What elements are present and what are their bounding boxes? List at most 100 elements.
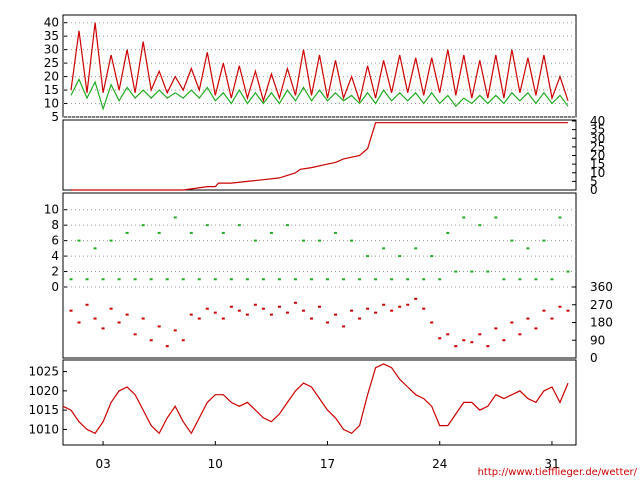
wind-direction-point bbox=[69, 309, 73, 312]
pressure-ytick-label: 1020 bbox=[28, 384, 59, 398]
wind-direction-ytick-label: 270 bbox=[590, 298, 613, 312]
wind-speed-ytick-label: 10 bbox=[44, 203, 59, 217]
wind-speed-ytick-label: 2 bbox=[51, 265, 59, 279]
wind-direction-point bbox=[566, 309, 570, 312]
credit-url[interactable]: http://www.tiefflieger.de/wetter/ bbox=[477, 467, 637, 478]
wind-direction-point bbox=[149, 339, 153, 342]
wind-direction-point bbox=[125, 313, 129, 316]
wind-speed-point bbox=[462, 216, 466, 219]
wind-direction-point bbox=[382, 303, 386, 306]
temperature-ytick-label: 40 bbox=[44, 16, 59, 30]
wind-direction-point bbox=[462, 339, 466, 342]
wind-direction-ytick-label: 180 bbox=[590, 316, 613, 330]
wind-speed-point bbox=[550, 278, 554, 281]
rain-ytick-label: 15 bbox=[590, 157, 605, 171]
wind-direction-point bbox=[93, 317, 97, 320]
wind-speed-point bbox=[269, 231, 273, 234]
wind-direction-point bbox=[414, 297, 418, 300]
temperature-ytick-label: 20 bbox=[44, 70, 59, 84]
wind-speed-ytick-label: 4 bbox=[51, 249, 59, 263]
wind-direction-point bbox=[165, 345, 169, 348]
wind-direction-point bbox=[101, 327, 105, 330]
wind-direction-point bbox=[173, 329, 177, 332]
wind-speed-point bbox=[245, 278, 249, 281]
wind-speed-point bbox=[446, 231, 450, 234]
wind-direction-point bbox=[109, 307, 113, 310]
wind-direction-point bbox=[213, 311, 217, 314]
wind-speed-point bbox=[221, 231, 225, 234]
x-tick-label: 24 bbox=[432, 457, 447, 471]
rain-ytick-label: 20 bbox=[590, 149, 605, 163]
wind-speed-point bbox=[414, 247, 418, 250]
temperature-series-line bbox=[70, 77, 569, 111]
wind-direction-point bbox=[422, 307, 426, 310]
wind-direction-point bbox=[309, 317, 313, 320]
wind-direction-ytick-label: 0 bbox=[590, 351, 598, 365]
wind-direction-point bbox=[542, 309, 546, 312]
wind-direction-point bbox=[245, 313, 249, 316]
wind-speed-point bbox=[197, 278, 201, 281]
wind-speed-point bbox=[318, 239, 321, 242]
x-tick-label: 31 bbox=[544, 457, 559, 471]
wind-speed-point bbox=[237, 224, 241, 227]
wind-direction-point bbox=[430, 321, 434, 324]
wind-speed-point bbox=[518, 278, 522, 281]
wind-direction-point bbox=[334, 313, 338, 316]
wind-speed-point bbox=[293, 278, 297, 281]
wind-direction-point bbox=[301, 309, 305, 312]
wind-speed-point bbox=[526, 247, 530, 250]
wind-speed-point bbox=[366, 255, 370, 258]
pressure-frame bbox=[62, 359, 577, 446]
wind-speed-point bbox=[510, 239, 514, 242]
temperature-ytick-label: 10 bbox=[44, 97, 59, 111]
wind-speed-point bbox=[470, 270, 474, 273]
rain-ytick-label: 0 bbox=[590, 183, 598, 197]
wind-speed-point bbox=[494, 216, 498, 219]
wind-direction-point bbox=[358, 317, 362, 320]
wind-speed-point bbox=[558, 216, 562, 219]
wind-direction-point bbox=[253, 303, 257, 306]
wind-speed-point bbox=[422, 278, 426, 281]
wind-speed-point bbox=[109, 239, 113, 242]
wind-speed-point bbox=[390, 278, 394, 281]
x-tick-label: 17 bbox=[320, 457, 335, 471]
wind-direction-point bbox=[189, 313, 193, 316]
pressure-ytick-label: 1015 bbox=[28, 403, 59, 417]
rain-ytick-label: 35 bbox=[590, 123, 605, 137]
wind-speed-point bbox=[117, 278, 121, 281]
wind-speed-point bbox=[101, 278, 105, 281]
rain-series-line bbox=[71, 122, 568, 191]
wind-speed-point bbox=[181, 278, 185, 281]
wind-speed-point bbox=[309, 278, 313, 281]
wind-direction-point bbox=[269, 313, 273, 316]
temperature-ytick-label: 15 bbox=[44, 83, 59, 97]
temperature-ytick-label: 5 bbox=[51, 110, 59, 124]
temperature-ytick-label: 25 bbox=[44, 56, 59, 70]
wind-speed-point bbox=[382, 247, 386, 250]
wind-speed-point bbox=[534, 278, 538, 281]
rain-ytick-label: 10 bbox=[590, 166, 605, 180]
wind-speed-point bbox=[173, 216, 177, 219]
wind-direction-point bbox=[494, 327, 498, 330]
wind-direction-point bbox=[133, 333, 137, 336]
wind-speed-point bbox=[334, 231, 338, 234]
wind-direction-point bbox=[550, 317, 554, 320]
wind-speed-point bbox=[189, 231, 193, 234]
wind-speed-point bbox=[157, 231, 161, 234]
wind-speed-point bbox=[398, 255, 402, 258]
rain-ytick-label: 5 bbox=[590, 174, 598, 188]
wind-speed-point bbox=[454, 270, 458, 273]
wind-direction-point bbox=[237, 309, 241, 312]
wind-speed-point bbox=[85, 278, 89, 281]
wind-speed-point bbox=[374, 278, 378, 281]
wind-speed-point bbox=[125, 231, 129, 234]
wind-speed-point bbox=[77, 239, 81, 242]
wind-speed-ytick-label: 8 bbox=[51, 218, 59, 232]
wind-direction-point bbox=[85, 303, 89, 306]
wind-speed-point bbox=[478, 224, 482, 227]
wind-speed-point bbox=[301, 239, 305, 242]
temperature-frame bbox=[62, 14, 577, 118]
wind-speed-point bbox=[229, 278, 233, 281]
wind-direction-point bbox=[229, 305, 233, 308]
